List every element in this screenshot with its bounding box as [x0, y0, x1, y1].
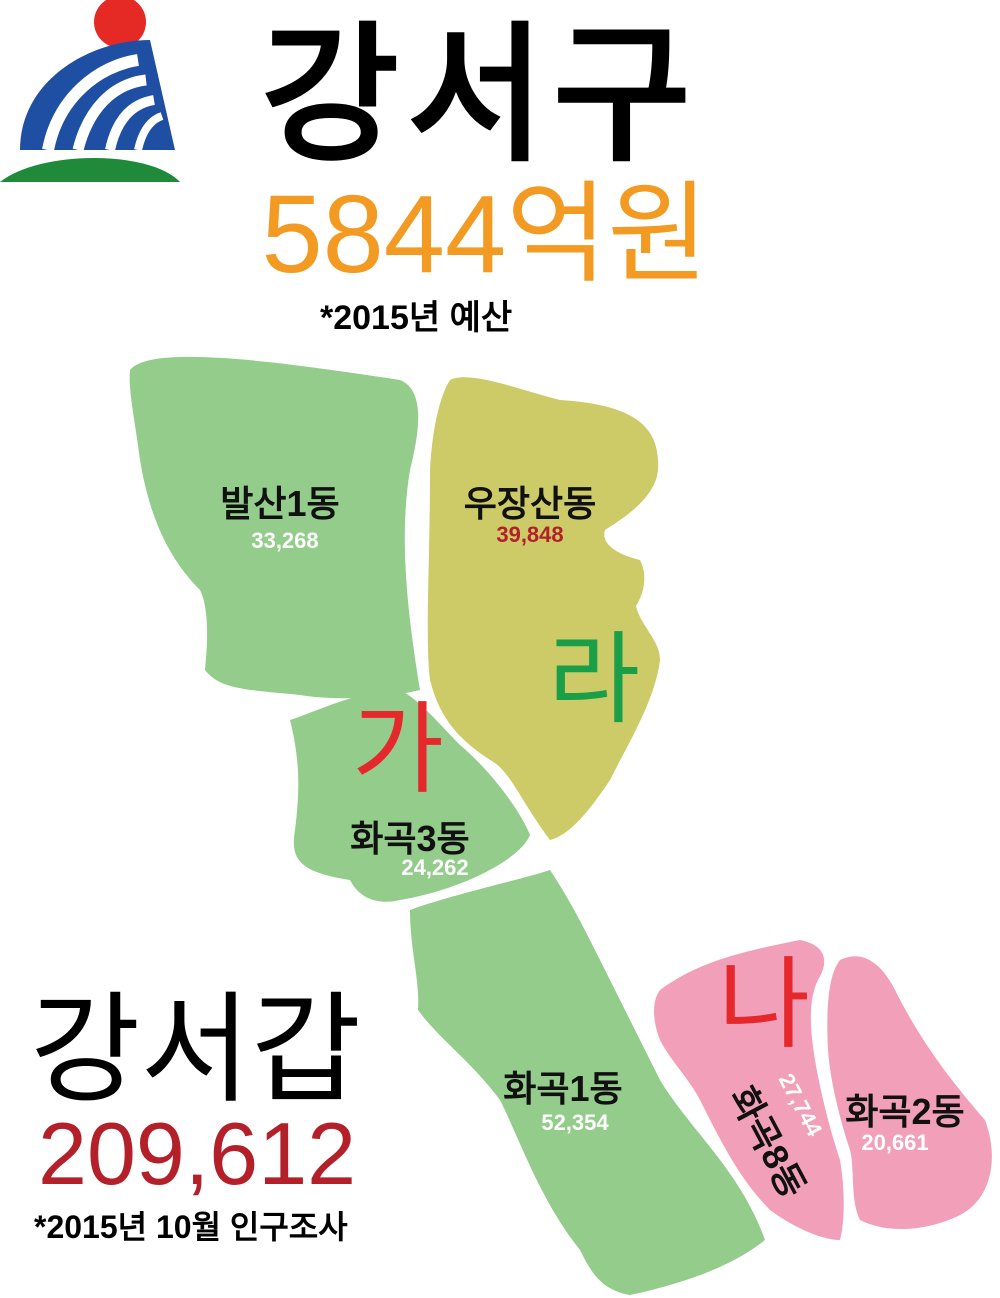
- zone-letter-ra: 라: [548, 624, 640, 736]
- dong-label-hwagok1dong: 화곡1동: [503, 1068, 623, 1109]
- region-hwagok3dong[interactable]: [290, 690, 530, 902]
- dong-label-hwagok3dong: 화곡3동: [350, 818, 470, 859]
- region-hwagok2dong[interactable]: [827, 956, 992, 1230]
- dong-population-hwagok1dong: 52,354: [541, 1110, 609, 1135]
- dong-label-balsan1dong: 발산1동: [220, 483, 340, 524]
- district-population: 209,612: [38, 1104, 357, 1203]
- zone-letter-na: 나: [718, 949, 810, 1061]
- dong-population-hwagok2dong: 20,661: [861, 1130, 929, 1155]
- dong-label-hwagok2dong: 화곡2동: [845, 1091, 965, 1132]
- zone-letter-ga: 가: [352, 694, 444, 806]
- district-name: 강서갑: [30, 983, 362, 1117]
- budget-note: *2015년 예산: [320, 299, 513, 337]
- region-balsan1dong[interactable]: [129, 356, 421, 699]
- gangseo-logo-icon: [0, 0, 180, 182]
- dong-population-ujangsandong: 39,848: [496, 522, 564, 547]
- dong-label-ujangsandong: 우장산동: [463, 483, 597, 524]
- budget-amount: 5844억원: [261, 173, 709, 296]
- region-hwagok1dong[interactable]: [410, 870, 765, 1295]
- page-title: 강서구: [260, 11, 699, 179]
- dong-population-hwagok3dong: 24,262: [401, 855, 469, 880]
- dong-population-balsan1dong: 33,268: [251, 528, 319, 553]
- region-hwagok8dong[interactable]: [654, 940, 844, 1240]
- region-ujangsandong[interactable]: [427, 377, 660, 840]
- population-note: *2015년 10월 인구조사: [34, 1209, 348, 1245]
